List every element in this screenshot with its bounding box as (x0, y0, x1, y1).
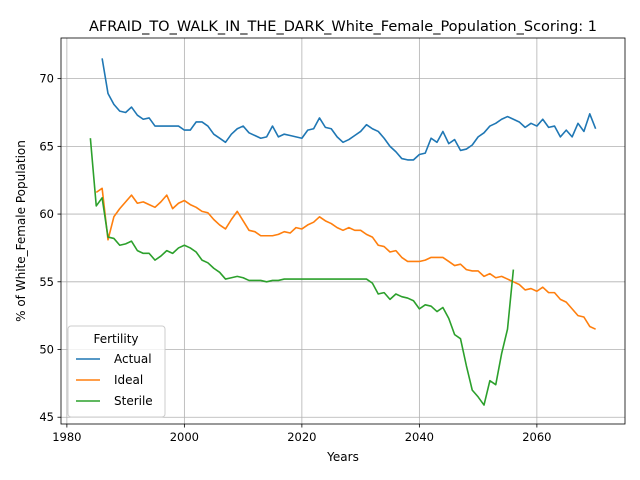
chart-title: AFRAID_TO_WALK_IN_THE_DARK_White_Female_… (89, 19, 597, 35)
y-tick-label: 60 (39, 207, 54, 221)
x-tick-label: 1980 (52, 430, 81, 444)
legend-entries: Actual Ideal Sterile (76, 352, 153, 408)
x-tick-label: 2020 (287, 430, 316, 444)
series-line-sterile (89, 138, 515, 406)
legend-label-actual: Actual (114, 352, 152, 366)
y-tick-label: 65 (39, 139, 54, 153)
x-tick-label: 2060 (522, 430, 551, 444)
series-line-actual (101, 58, 597, 161)
legend-label-ideal: Ideal (114, 373, 143, 387)
y-tick-label: 45 (39, 410, 54, 424)
y-axis-label: % of White_Female Population (14, 140, 28, 322)
x-tick-label: 2040 (405, 430, 434, 444)
legend-title: Fertility (93, 332, 138, 346)
x-tick-label: 2000 (170, 430, 199, 444)
plot-area-frame (60, 37, 626, 425)
y-tick-label: 50 (39, 343, 54, 357)
axis-ticks: 1980 2000 2020 2040 2060 45 50 55 60 65 70 (39, 72, 551, 444)
y-tick-label: 70 (39, 72, 54, 86)
y-tick-label: 55 (39, 275, 54, 289)
series-line-ideal (95, 187, 596, 330)
series-lines (89, 58, 597, 406)
legend-box (67, 325, 166, 418)
x-axis-label: Years (326, 450, 359, 464)
legend: Fertility Actual Ideal Sterile (67, 325, 166, 418)
legend-label-sterile: Sterile (114, 394, 153, 408)
